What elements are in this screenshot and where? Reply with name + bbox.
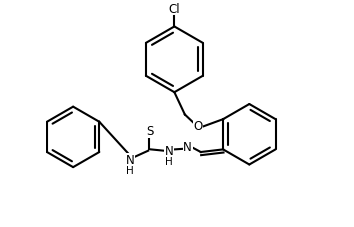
Text: N: N — [165, 145, 173, 158]
Text: S: S — [146, 125, 153, 138]
Text: Cl: Cl — [169, 3, 180, 16]
Text: O: O — [193, 119, 202, 132]
Text: H: H — [165, 156, 173, 166]
Text: N: N — [125, 154, 134, 167]
Text: N: N — [183, 141, 192, 154]
Text: H: H — [126, 165, 134, 175]
